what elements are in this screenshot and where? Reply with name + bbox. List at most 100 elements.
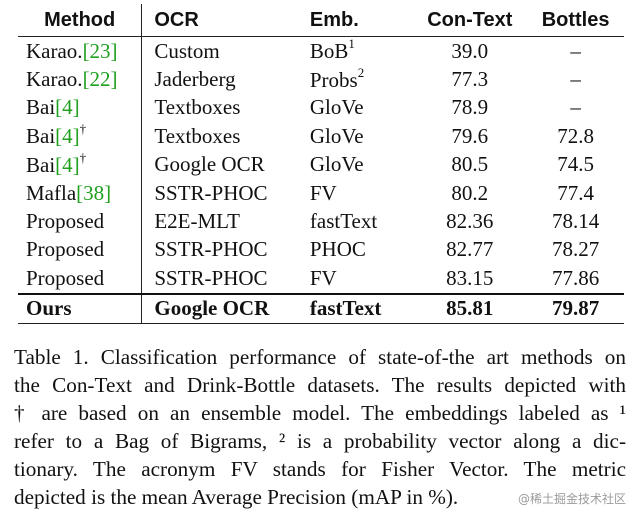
caption-line: refer to a Bag of Bigrams, ² is a probab…	[14, 429, 626, 453]
cell-ocr: Textboxes	[142, 122, 310, 150]
emb-footnote: 2	[357, 64, 365, 80]
caption-line: the Con-Text and Drink-Bottle datasets. …	[14, 373, 626, 397]
emb-name: fastText	[309, 209, 378, 234]
cell-bottles: 77.86	[527, 264, 624, 293]
cell-context: 80.2	[412, 179, 527, 207]
cell-bottles: –	[527, 94, 624, 122]
method-name: Karao.	[26, 38, 83, 63]
ocr-name: SSTR-PHOC	[154, 237, 268, 262]
table-row: Proposed SSTR-PHOC FV 83.15 77.86	[18, 264, 624, 294]
emb-name: GloVe	[309, 95, 364, 120]
cell-ocr: SSTR-PHOC	[142, 179, 310, 207]
context-value: 83.15	[446, 265, 494, 290]
cell-emb: FV	[310, 179, 413, 207]
method-name: Karao.	[26, 67, 83, 92]
cell-method: Proposed	[18, 235, 143, 265]
cell-ocr: Custom	[142, 37, 310, 66]
cell-emb: FV	[310, 264, 413, 293]
context-value: 79.6	[451, 123, 489, 148]
method-name: Ours	[26, 296, 72, 321]
cell-emb: GloVe	[310, 151, 413, 179]
cell-context: 83.15	[412, 264, 527, 293]
context-value: 80.2	[451, 180, 489, 205]
ocr-name: SSTR-PHOC	[154, 265, 268, 290]
cell-method: Bai[4]†	[18, 150, 143, 179]
cell-emb: fastText	[310, 294, 413, 324]
table-row: Mafla[38] SSTR-PHOC FV 80.2 77.4	[18, 178, 624, 208]
cell-method: Proposed	[18, 264, 143, 294]
emb-name: FV	[309, 265, 337, 290]
table-row: Proposed E2E-MLT fastText 82.36 78.14	[18, 207, 624, 236]
cell-emb: GloVe	[310, 94, 413, 122]
table-row: Proposed SSTR-PHOC PHOC 82.77 78.27	[18, 235, 624, 265]
cell-context: 79.6	[412, 122, 527, 150]
citation-link: [4]	[55, 152, 80, 177]
emb-footnote: 1	[348, 36, 355, 52]
caption-line: tionary. The acronym FV stands for Fishe…	[14, 457, 626, 481]
method-name: Mafla	[26, 180, 77, 205]
cell-emb: PHOC	[310, 236, 413, 264]
context-value: 85.81	[446, 296, 494, 321]
emb-name: BoB	[309, 39, 349, 64]
emb-name: fastText	[309, 296, 382, 321]
citation-link: [22]	[82, 67, 118, 92]
cell-method: Karao.[22]	[18, 65, 143, 94]
cell-method: Bai[4]†	[18, 121, 143, 151]
cell-method: Proposed	[18, 207, 143, 236]
citation-link: [23]	[82, 38, 118, 63]
context-value: 78.9	[451, 95, 489, 120]
citation-link: [38]	[76, 180, 112, 205]
ocr-name: Jaderberg	[154, 67, 236, 92]
bottles-value: 77.4	[557, 180, 594, 205]
cell-ocr: Google OCR	[142, 151, 310, 179]
header-ocr: OCR	[154, 8, 199, 31]
cell-bottles: –	[527, 65, 624, 93]
method-name: Proposed	[26, 209, 105, 234]
table-row: Karao.[23] Custom BoB1 39.0 –	[18, 36, 624, 66]
ocr-name: Google OCR	[154, 296, 270, 321]
ocr-name: Google OCR	[154, 152, 265, 177]
cell-context: 78.9	[412, 94, 527, 122]
context-value: 39.0	[451, 38, 489, 63]
bottles-value: –	[570, 38, 581, 63]
cell-emb: Probs2	[310, 65, 413, 93]
results-table: Method OCR Emb. Con-Text Bottles Karao.[…	[18, 4, 624, 324]
bottles-value: 72.8	[557, 123, 594, 148]
table-row: Bai[4]† Textboxes GloVe 79.6 72.8	[18, 121, 624, 151]
ensemble-dagger: †	[79, 121, 87, 137]
cell-ocr: Jaderberg	[142, 65, 310, 93]
table-caption: Table 1. Classification performance of s…	[14, 343, 626, 511]
emb-name: PHOC	[309, 237, 366, 262]
cell-context: 80.5	[412, 151, 527, 179]
bottles-value: 78.27	[551, 237, 600, 262]
cell-context: 39.0	[412, 37, 527, 66]
citation-link: [4]	[55, 124, 80, 149]
cell-method: Bai[4]	[18, 93, 143, 123]
bottles-value: 77.86	[551, 265, 600, 290]
cell-bottles: 77.4	[527, 179, 624, 207]
watermark: @稀土掘金技术社区	[517, 492, 626, 506]
cell-method: Mafla[38]	[18, 178, 143, 208]
bottles-value: 78.14	[551, 209, 600, 234]
cell-context: 85.81	[412, 294, 527, 324]
method-name: Proposed	[26, 237, 105, 262]
cell-emb: GloVe	[310, 122, 413, 150]
ocr-name: Textboxes	[154, 95, 241, 120]
bottles-value: –	[570, 95, 581, 120]
method-name: Bai	[26, 95, 56, 120]
cell-bottles: 79.87	[527, 294, 624, 324]
citation-link: [4]	[55, 95, 80, 120]
bottles-value: 74.5	[557, 152, 594, 177]
table-row: Ours Google OCR fastText 85.81 79.87	[18, 293, 624, 324]
cell-ocr: SSTR-PHOC	[142, 236, 310, 264]
bottles-value: –	[570, 67, 581, 92]
cell-method: Ours	[18, 293, 143, 324]
cell-context: 82.77	[412, 236, 527, 264]
caption-line: † are based on an ensemble model. The em…	[14, 401, 626, 425]
cell-bottles: 78.27	[527, 236, 624, 264]
context-value: 77.3	[451, 67, 489, 92]
ocr-name: SSTR-PHOC	[154, 180, 268, 205]
cell-bottles: 72.8	[527, 122, 624, 150]
table-row: Bai[4] Textboxes GloVe 78.9 –	[18, 93, 624, 123]
cell-ocr: E2E-MLT	[142, 207, 310, 235]
